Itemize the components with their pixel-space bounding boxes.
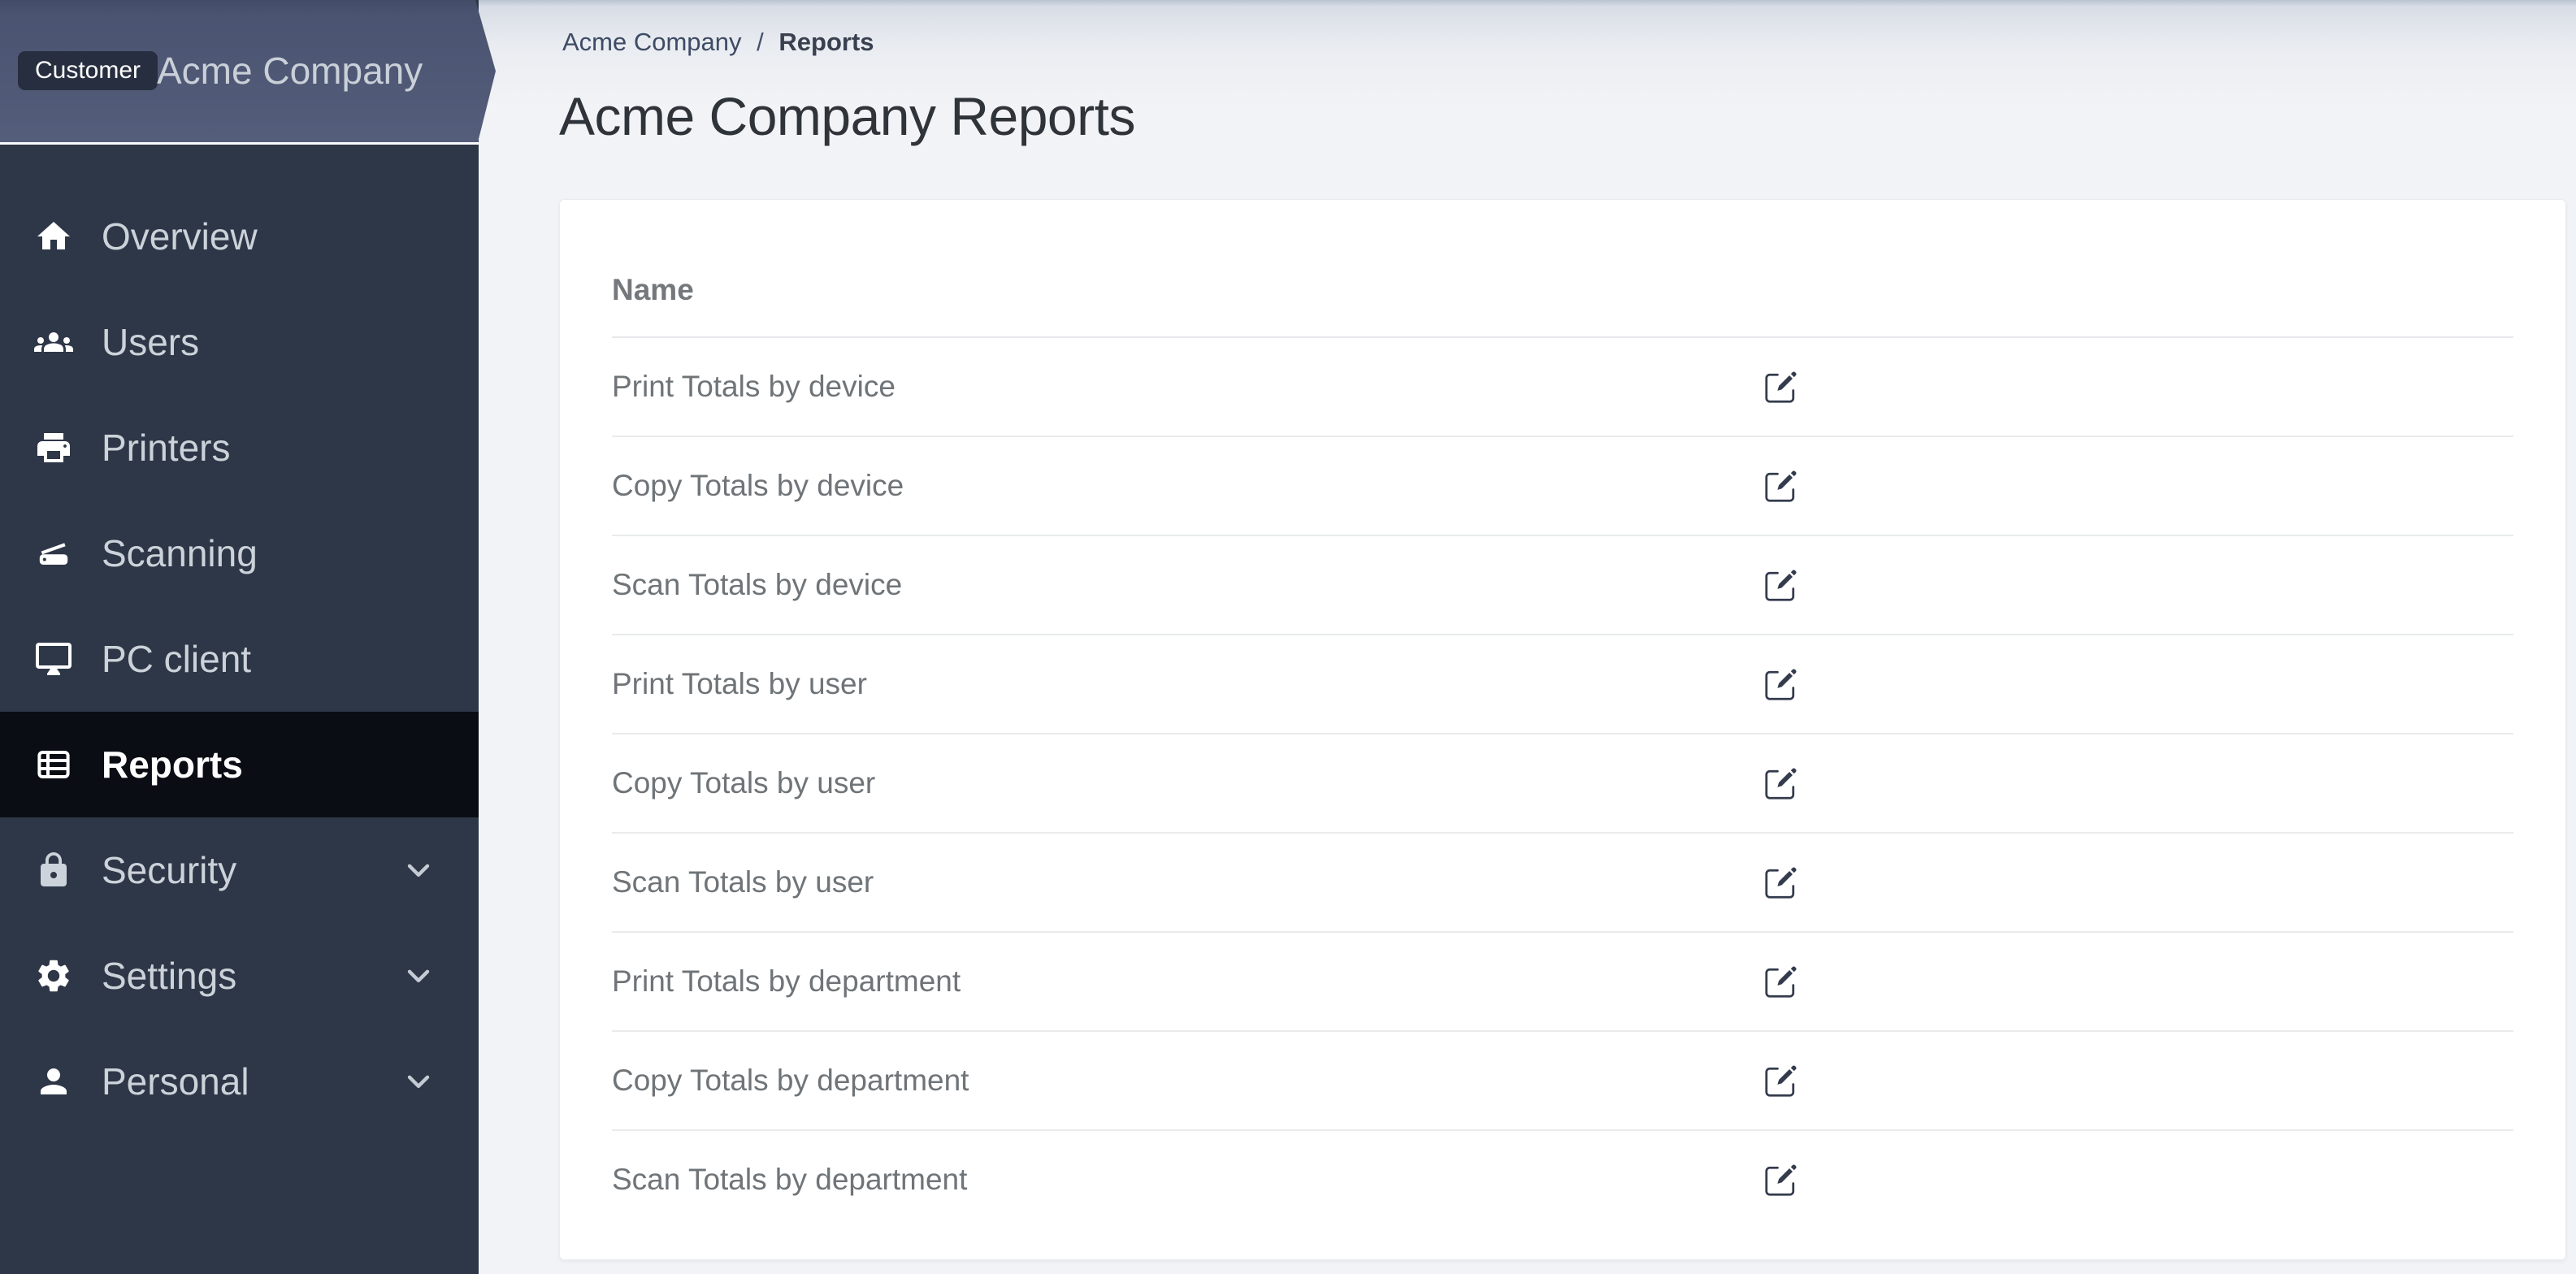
edit-icon — [1764, 864, 1800, 902]
edit-icon — [1764, 1062, 1800, 1100]
customer-type-badge: Customer — [18, 51, 158, 90]
sidebar-item-settings[interactable]: Settings — [0, 923, 479, 1029]
sidebar-item-pc-client[interactable]: PC client — [0, 606, 479, 712]
edit-report-button[interactable] — [1763, 566, 1802, 604]
sidebar-item-security[interactable]: Security — [0, 817, 479, 923]
sidebar-header: Customer Acme Company — [0, 0, 496, 142]
reports-card: Name Print Totals by device Copy Totals … — [559, 199, 2566, 1260]
sidebar-item-printers[interactable]: Printers — [0, 395, 479, 500]
main-content: Acme Company / Reports Acme Company Repo… — [479, 0, 2576, 1274]
breadcrumb: Acme Company / Reports — [562, 28, 874, 57]
table-body: Print Totals by device Copy Totals by de… — [612, 338, 2513, 1228]
breadcrumb-current: Reports — [778, 28, 874, 56]
printer-icon — [33, 428, 75, 467]
sidebar-item-scanning[interactable]: Scanning — [0, 500, 479, 606]
table-row[interactable]: Scan Totals by user — [612, 834, 2513, 933]
customer-name: Acme Company — [157, 50, 423, 92]
edit-icon — [1764, 1161, 1800, 1199]
column-header-name: Name — [612, 273, 694, 306]
desktop-icon — [33, 639, 75, 678]
table-row[interactable]: Scan Totals by department — [612, 1131, 2513, 1228]
scanner-icon — [33, 534, 75, 573]
edit-icon — [1764, 765, 1800, 803]
sidebar-item-reports[interactable]: Reports — [0, 712, 479, 817]
table-header-row: Name — [612, 200, 2513, 338]
gear-icon — [33, 956, 75, 995]
edit-report-button[interactable] — [1763, 764, 1802, 803]
home-icon — [33, 217, 75, 256]
edit-report-button[interactable] — [1763, 665, 1802, 704]
chevron-down-icon[interactable] — [401, 958, 436, 994]
table-row[interactable]: Print Totals by device — [612, 338, 2513, 437]
edit-report-button[interactable] — [1763, 863, 1802, 902]
users-icon — [33, 323, 75, 362]
lock-icon — [33, 851, 75, 890]
edit-report-button[interactable] — [1763, 962, 1802, 1001]
table-row[interactable]: Copy Totals by device — [612, 437, 2513, 536]
chevron-down-icon[interactable] — [401, 1064, 436, 1099]
sidebar-item-overview[interactable]: Overview — [0, 184, 479, 289]
edit-icon — [1764, 368, 1800, 406]
person-icon — [33, 1062, 75, 1101]
edit-icon — [1764, 963, 1800, 1001]
breadcrumb-link-company[interactable]: Acme Company — [562, 28, 742, 56]
edit-icon — [1764, 467, 1800, 505]
sidebar: Customer Acme Company Overview Users Pri… — [0, 0, 496, 1274]
table-row[interactable]: Print Totals by department — [612, 933, 2513, 1032]
edit-report-button[interactable] — [1763, 367, 1802, 406]
table-row[interactable]: Copy Totals by user — [612, 734, 2513, 834]
chevron-down-icon[interactable] — [401, 852, 436, 888]
table-row[interactable]: Print Totals by user — [612, 635, 2513, 734]
sidebar-header-divider — [0, 142, 479, 145]
breadcrumb-separator: / — [757, 28, 764, 56]
edit-report-button[interactable] — [1763, 466, 1802, 505]
table-icon — [33, 745, 75, 784]
sidebar-item-personal[interactable]: Personal — [0, 1029, 479, 1134]
edit-icon — [1764, 665, 1800, 704]
sidebar-item-users[interactable]: Users — [0, 289, 479, 395]
table-row[interactable]: Scan Totals by device — [612, 536, 2513, 635]
edit-report-button[interactable] — [1763, 1160, 1802, 1199]
page-title: Acme Company Reports — [559, 86, 1135, 146]
table-row[interactable]: Copy Totals by department — [612, 1032, 2513, 1131]
edit-report-button[interactable] — [1763, 1061, 1802, 1100]
sidebar-nav: Overview Users Printers Scanning PC clie… — [0, 145, 479, 1134]
edit-icon — [1764, 566, 1800, 604]
